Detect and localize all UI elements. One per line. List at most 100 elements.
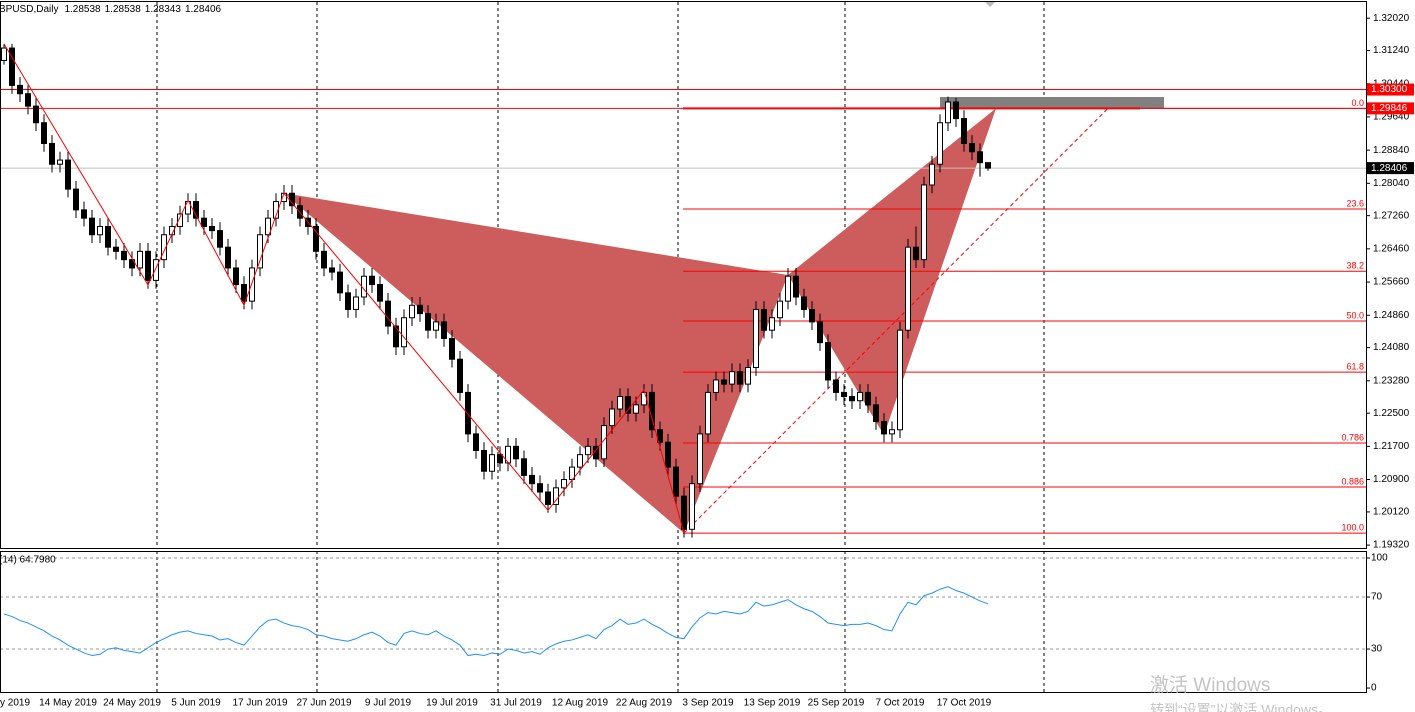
x-tick-label: 27 Jun 2019 xyxy=(296,698,351,709)
candle-body xyxy=(177,213,183,227)
fib-label: 50.0 xyxy=(1346,310,1364,320)
rsi-panel xyxy=(0,557,1366,657)
candle-body xyxy=(377,284,383,302)
x-tick-label: 14 May 2019 xyxy=(39,698,97,709)
candle-body xyxy=(801,296,807,310)
candle-body xyxy=(561,479,567,489)
candle-body xyxy=(329,267,335,273)
rsi-tick-label: 100 xyxy=(1371,553,1388,564)
x-tick-label: 9 Jul 2019 xyxy=(365,698,412,709)
bid-label: 1.28406 xyxy=(1371,163,1408,174)
candle-body xyxy=(353,296,359,310)
x-tick-label: 7 Oct 2019 xyxy=(876,698,925,709)
candle-body xyxy=(225,246,231,269)
rsi-panel-border xyxy=(0,551,1367,693)
candle-body xyxy=(689,483,695,530)
axis-layer: 1.320201.312401.304401.296401.288401.280… xyxy=(0,13,1414,709)
y-tick-label: 1.28040 xyxy=(1373,178,1410,189)
candle-body xyxy=(889,429,895,435)
y-tick-label: 1.27260 xyxy=(1373,210,1410,221)
candle-body xyxy=(73,188,79,211)
rsi-tick-label: 30 xyxy=(1371,644,1383,655)
fib-label: 0.786 xyxy=(1341,432,1364,442)
price-panel: 0.0 23.6 38.2 50.0 61.8 0.786 0.886 100.0 xyxy=(0,43,1366,538)
candle-body xyxy=(969,142,975,153)
y-tick-label: 1.24860 xyxy=(1373,310,1410,321)
x-tick-label: 12 Aug 2019 xyxy=(552,698,609,709)
candle-body xyxy=(161,234,167,261)
x-tick-label: 13 Sep 2019 xyxy=(744,698,801,709)
candle-body xyxy=(769,317,775,331)
candle-body xyxy=(497,454,503,464)
x-tick-label: 3 Sep 2019 xyxy=(682,698,734,709)
candle-body xyxy=(545,491,551,505)
hline-label-box xyxy=(1367,102,1414,115)
candle-body xyxy=(921,184,927,261)
candle-body xyxy=(705,391,711,435)
zone xyxy=(940,97,1164,109)
bid-label-box xyxy=(1367,162,1414,175)
candle-body xyxy=(425,313,431,331)
candle-body xyxy=(857,391,863,402)
candle-body xyxy=(825,342,831,381)
candle-body xyxy=(633,404,639,414)
candle-body xyxy=(345,292,351,310)
candle-body xyxy=(809,308,815,323)
candle-body xyxy=(641,391,647,406)
candle-body xyxy=(265,217,271,236)
x-tick-label: 17 Jun 2019 xyxy=(232,698,287,709)
candle-body xyxy=(913,246,919,261)
low-value: 1.28343 xyxy=(145,4,182,15)
candle-body xyxy=(961,118,967,144)
candle-body xyxy=(1,47,7,62)
candle-body xyxy=(97,225,103,236)
candle-body xyxy=(833,379,839,393)
candle-body xyxy=(681,495,687,530)
candle-body xyxy=(577,454,583,468)
hline-label-box xyxy=(1367,83,1414,96)
candle-body xyxy=(81,209,87,219)
harmonic-triangle xyxy=(284,193,788,534)
candle-body xyxy=(521,458,527,476)
x-tick-label: 5 Jun 2019 xyxy=(171,698,221,709)
rsi-tick-label: 0 xyxy=(1371,683,1377,694)
x-tick-label: 24 May 2019 xyxy=(103,698,161,709)
candle-body xyxy=(209,225,215,232)
hline-label: 1.29846 xyxy=(1371,103,1408,114)
candle-body xyxy=(793,275,799,298)
candle-body xyxy=(849,396,855,402)
y-tick-label: 1.29640 xyxy=(1373,112,1410,123)
candle-body xyxy=(17,84,23,95)
header: BPUSD,Daily 1.28538 1.28538 1.28343 1.28406 xyxy=(0,4,222,15)
candle-body xyxy=(945,101,951,124)
candle-body xyxy=(257,234,263,269)
candle-body xyxy=(137,250,143,269)
rsi-line xyxy=(3,586,989,657)
close-value: 1.28406 xyxy=(185,4,222,15)
candle-body xyxy=(905,246,911,331)
candle-body xyxy=(129,259,135,269)
candle-body xyxy=(49,142,55,165)
y-tick-label: 1.20120 xyxy=(1373,507,1410,518)
x-tick-label: 17 Oct 2019 xyxy=(937,698,992,709)
candle-body xyxy=(33,105,39,124)
candle-body xyxy=(753,308,759,369)
candle-body xyxy=(89,217,95,236)
watermark: 转到“设置”以激活 Windows。 xyxy=(1150,702,1332,712)
candle-body xyxy=(817,321,823,344)
candle-body xyxy=(513,445,519,460)
candle-body xyxy=(433,321,439,331)
candle-body xyxy=(249,267,255,302)
candle-body xyxy=(121,250,127,261)
candle-body xyxy=(785,275,791,302)
price-panel-border xyxy=(0,1,1367,549)
candle-body xyxy=(697,433,703,485)
rsi-tick-label: 70 xyxy=(1371,592,1383,603)
candle-body xyxy=(537,483,543,493)
candle-body xyxy=(601,425,607,460)
candle-body xyxy=(985,162,991,169)
candle-body xyxy=(777,300,783,319)
shift-marker xyxy=(985,2,995,7)
trendline xyxy=(683,108,1109,534)
high-value: 1.28538 xyxy=(105,4,142,15)
